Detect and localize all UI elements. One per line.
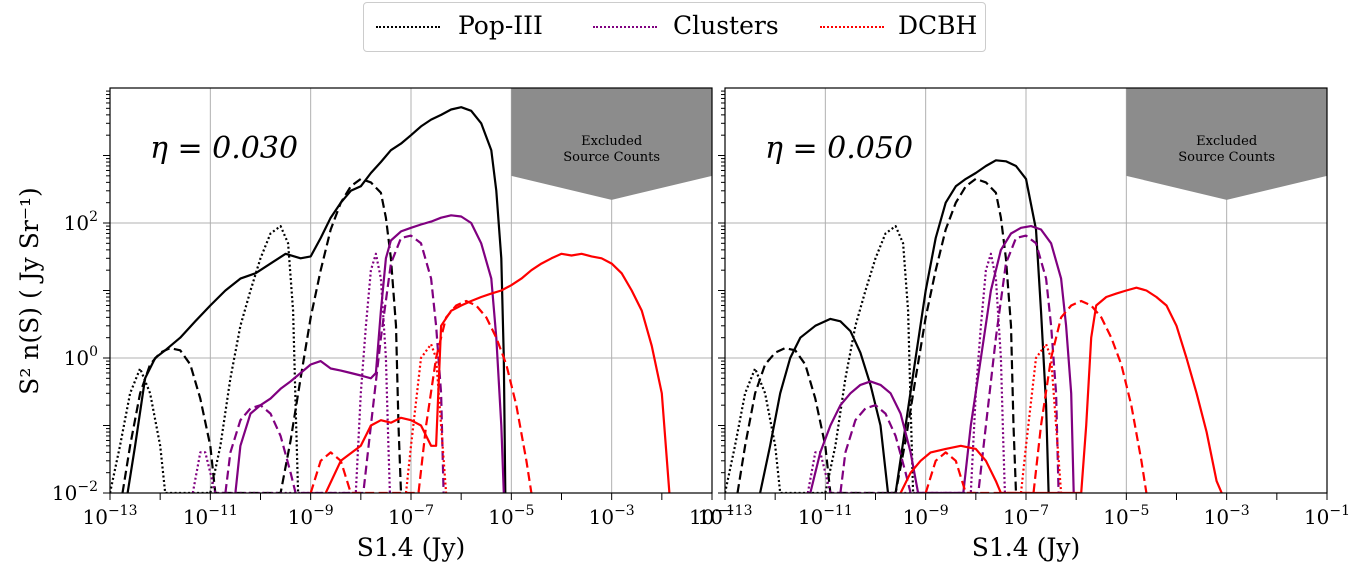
y-tick-exponent: 2 bbox=[89, 209, 98, 225]
legend: Pop-III Clusters DCBH bbox=[363, 2, 986, 52]
series-pop-iii-dotted bbox=[725, 225, 915, 493]
y-tick-label: 100 bbox=[64, 344, 98, 370]
series-dcbh-dotted bbox=[404, 343, 448, 493]
legend-label-dcbh: DCBH bbox=[898, 11, 978, 40]
y-tick-exponent: −2 bbox=[77, 479, 98, 495]
x-tick-label: 10−13 bbox=[83, 503, 138, 529]
x-tick-label: 10−11 bbox=[183, 503, 238, 529]
series-pop-iii-dashed bbox=[121, 177, 403, 493]
legend-swatch-pop-iii bbox=[376, 26, 440, 28]
x-tick-exponent: −11 bbox=[208, 503, 238, 519]
legend-swatch-clusters bbox=[593, 26, 657, 28]
y-tick-label: 102 bbox=[64, 209, 98, 235]
x-tick-exponent: −1 bbox=[714, 503, 735, 519]
excluded-region-label: Excluded Source Counts bbox=[1178, 134, 1275, 165]
x-axis-label: S1.4 (Jy) bbox=[357, 533, 465, 562]
series-clusters-dashed bbox=[224, 234, 445, 493]
excluded-region bbox=[511, 88, 712, 200]
x-tick-label: 10−5 bbox=[488, 503, 534, 529]
series-clusters-dotted bbox=[191, 252, 391, 493]
excluded-label-line: Excluded bbox=[581, 134, 642, 149]
x-tick-label: 10−9 bbox=[903, 503, 949, 529]
x-tick-label: 10−5 bbox=[1103, 503, 1149, 529]
x-tick-exponent: −13 bbox=[723, 503, 753, 519]
excluded-label-line: Source Counts bbox=[563, 150, 660, 165]
series-clusters-solid bbox=[809, 225, 1075, 493]
x-tick-exponent: −11 bbox=[823, 503, 853, 519]
excluded-region-label: Excluded Source Counts bbox=[563, 134, 660, 165]
legend-label-clusters: Clusters bbox=[673, 11, 779, 40]
x-tick-label: 10−13 bbox=[698, 503, 753, 529]
x-tick-label: 10−11 bbox=[798, 503, 853, 529]
x-tick-exponent: −5 bbox=[1129, 503, 1150, 519]
series-dcbh-dashed bbox=[309, 299, 533, 493]
x-tick-label: 10−7 bbox=[388, 503, 434, 529]
chart-panel-1: Excluded Source Counts 10−13 10−11 10−9 10−7 1… bbox=[52, 87, 735, 562]
series-clusters-dotted bbox=[806, 252, 1006, 493]
eta-annotation: η = 0.030 bbox=[150, 131, 298, 166]
x-tick-label: 10−9 bbox=[288, 503, 334, 529]
x-axis-label: S1.4 (Jy) bbox=[972, 533, 1080, 562]
legend-label-pop-iii: Pop-III bbox=[458, 11, 543, 40]
legend-swatch-dcbh bbox=[820, 26, 884, 28]
y-tick-label: 10−2 bbox=[52, 479, 98, 505]
x-tick-exponent: −3 bbox=[1229, 503, 1250, 519]
y-axis-label: S² n(S) ( Jy Sr⁻¹) bbox=[15, 187, 44, 395]
series-dcbh-solid bbox=[899, 286, 1223, 493]
x-tick-label: 10−1 bbox=[1304, 503, 1350, 529]
series-clusters-solid bbox=[234, 214, 505, 493]
x-tick-exponent: −9 bbox=[928, 503, 949, 519]
chart-panel-2: Excluded Source Counts 10−13 10−11 10−9 10−7 1… bbox=[698, 87, 1350, 562]
x-tick-exponent: −1 bbox=[1329, 503, 1350, 519]
series-dcbh-dotted bbox=[1019, 343, 1063, 493]
x-tick-label: 10−3 bbox=[1204, 503, 1250, 529]
x-tick-exponent: −9 bbox=[313, 503, 334, 519]
excluded-label-line: Excluded bbox=[1196, 134, 1257, 149]
x-tick-exponent: −5 bbox=[514, 503, 535, 519]
series-pop-iii-dotted bbox=[110, 225, 300, 493]
x-tick-exponent: −7 bbox=[413, 503, 434, 519]
x-tick-label: 10−7 bbox=[1003, 503, 1049, 529]
series-clusters-dashed bbox=[839, 234, 1060, 493]
x-tick-exponent: −7 bbox=[1028, 503, 1049, 519]
x-tick-exponent: −3 bbox=[614, 503, 635, 519]
excluded-label-line: Source Counts bbox=[1178, 150, 1275, 165]
excluded-region bbox=[1126, 88, 1327, 200]
series-dcbh-solid bbox=[324, 252, 671, 493]
x-tick-exponent: −13 bbox=[108, 503, 138, 519]
x-tick-label: 10−1 bbox=[689, 503, 735, 529]
series-pop-iii-solid bbox=[759, 159, 1050, 493]
x-tick-label: 10−3 bbox=[589, 503, 635, 529]
series-pop-iii-dashed bbox=[736, 177, 1018, 493]
y-tick-exponent: 0 bbox=[89, 344, 98, 360]
series-pop-iii-solid bbox=[126, 106, 507, 493]
series-dcbh-dashed bbox=[924, 299, 1148, 493]
eta-annotation: η = 0.050 bbox=[765, 131, 913, 166]
